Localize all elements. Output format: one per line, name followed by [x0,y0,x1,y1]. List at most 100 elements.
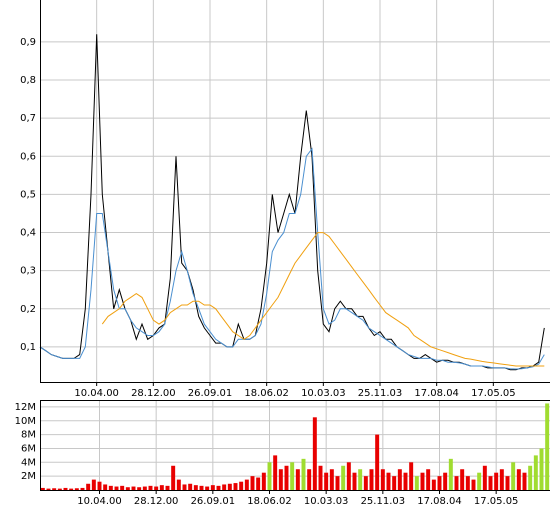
volume-bar [278,469,283,490]
volume-bar [131,486,136,490]
y-tick-label: 0,3 [20,266,36,277]
volume-bar [346,462,351,490]
volume-bar [380,469,385,490]
volume-bar [97,481,102,490]
volume-bar [171,465,176,490]
volume-bar [290,462,295,490]
volume-bar [414,476,419,490]
volume-bar [488,476,493,490]
x-tick-label: 17.05.05 [471,388,516,399]
volume-bar [528,465,533,490]
volume-bar [142,486,147,490]
y-tick-label: 0,1 [20,342,36,353]
y-tick-label: 0,9 [20,37,36,48]
volume-bar [545,403,550,490]
volume-bar [125,487,130,490]
volume-bar [358,469,363,490]
x-tick-label: 25.11.03 [358,388,403,399]
volume-bar [233,483,238,490]
volume-bar [301,458,306,490]
volume-bar [386,472,391,490]
volume-bar [505,476,510,490]
volume-bar [284,465,289,490]
volume-bar [108,485,113,490]
volume-bar [91,479,96,490]
volume-bar [216,485,221,490]
x-tick-label: 26.09.01 [191,496,236,507]
volume-bar [522,472,527,490]
volume-bar [392,476,397,490]
x-tick-label: 17.05.05 [474,496,519,507]
volume-bar [341,465,346,490]
volume-bar [114,486,119,490]
volume-bar [431,479,436,490]
volume-bar [40,487,45,490]
price-line [39,147,545,370]
volume-bar [86,483,91,490]
y-tick-label: 10M [15,416,36,427]
price-line [101,232,545,367]
volume-bar [137,487,142,490]
volume-bar [120,485,125,490]
volume-bar [154,486,159,490]
volume-bar [471,479,476,490]
volume-bar [148,485,153,490]
volume-bar [329,469,334,490]
volume-bar [165,485,170,490]
volume-bar [256,477,261,490]
volume-bar [74,488,79,490]
volume-bar [437,476,442,490]
volume-bar [261,472,266,490]
volume-bar [193,485,198,490]
volume-bar [454,476,459,490]
volume-bar [159,485,164,490]
volume-bar [46,488,51,490]
y-tick-label: 4M [21,457,36,468]
x-tick-label: 28.12.00 [134,496,179,507]
volume-bar [409,462,414,490]
volume-bar [227,483,232,490]
volume-bar [239,481,244,490]
volume-bar [403,472,408,490]
volume-bar [533,455,538,490]
volume-bar [477,472,482,490]
x-tick-label: 10.03.03 [301,388,346,399]
volume-bar [465,476,470,490]
volume-bar [324,472,329,490]
volume-bar [397,469,402,490]
y-tick-label: 12M [15,402,36,413]
volume-bar [267,462,272,490]
volume-bar [63,487,68,490]
volume-bar [375,434,380,490]
volume-bar [52,488,57,490]
volume-bar [369,469,374,490]
volume-bar [205,486,210,490]
volume-bar [511,462,516,490]
volume-bar [363,476,368,490]
x-tick-label: 26.09.01 [188,388,233,399]
volume-bar [539,448,544,490]
volume-bar [460,469,465,490]
volume-bar [199,485,204,490]
volume-bar [222,484,227,490]
volume-bar [516,469,521,490]
x-tick-label: 25.11.03 [361,496,406,507]
volume-bar [443,472,448,490]
y-tick-label: 0,4 [20,228,36,239]
x-tick-label: 10.04.00 [74,388,119,399]
y-tick-label: 8M [21,430,36,441]
volume-bar [250,476,255,490]
x-tick-label: 17.08.04 [414,388,459,399]
y-tick-label: 6M [21,443,36,454]
x-tick-label: 10.04.00 [77,496,122,507]
x-tick-label: 18.06.02 [247,496,292,507]
volume-bar [210,485,215,490]
price-line [39,34,545,371]
volume-bar [273,455,278,490]
x-tick-label: 18.06.02 [244,388,289,399]
volume-bar [103,484,108,490]
volume-bar [57,488,62,490]
volume-bar [307,469,312,490]
